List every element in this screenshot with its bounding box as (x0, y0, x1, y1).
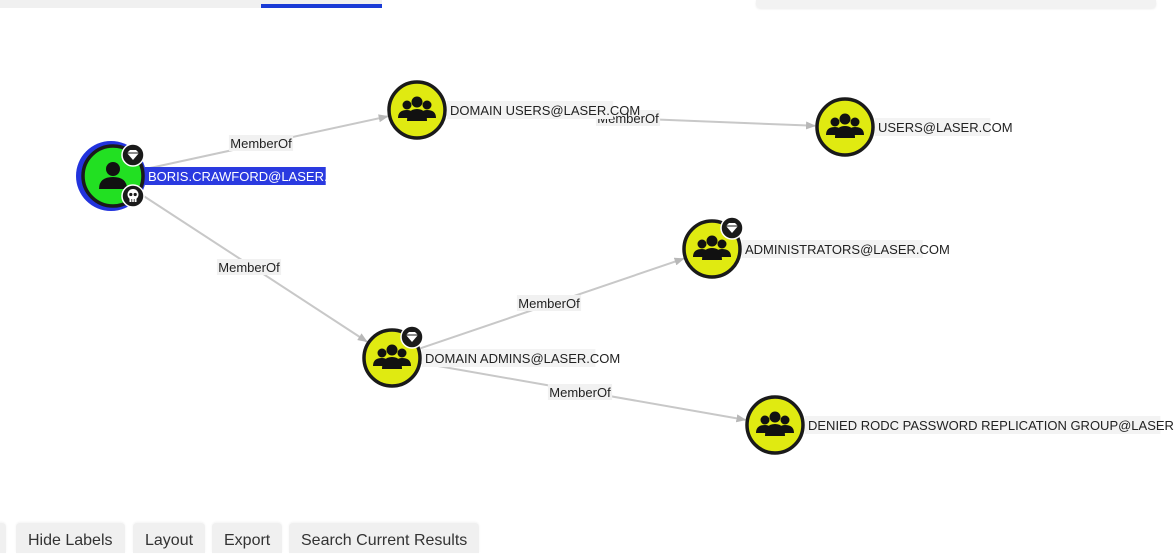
edge-label: MemberOf (549, 385, 611, 400)
edge-label-background (228, 135, 294, 151)
group-icon (826, 113, 864, 138)
top-right-panel (756, 0, 1156, 8)
edge-memberof[interactable]: MemberOf (421, 362, 747, 423)
group-icon (373, 344, 411, 369)
node-label: BORIS.CRAWFORD@LASER.COM (148, 169, 358, 184)
diamond-badge-icon (121, 143, 145, 167)
export-button[interactable]: Export (212, 523, 283, 553)
bottom-toolbar: Hide Labels Layout Export Search Current… (0, 523, 1175, 553)
node-label: DOMAIN USERS@LASER.COM (450, 103, 640, 118)
group-icon (693, 235, 731, 260)
edge-label-background (216, 259, 282, 275)
skull-badge-icon (121, 184, 145, 208)
graph-node-domain-admins[interactable]: DOMAIN ADMINS@LASER.COM (362, 325, 620, 388)
layout-button[interactable]: Layout (133, 523, 206, 553)
edge-label: MemberOf (230, 136, 292, 151)
node-label-background (145, 167, 326, 185)
group-icon (756, 411, 794, 436)
diamond-badge-icon (400, 325, 424, 349)
diamond-badge-icon (720, 216, 744, 240)
edge-memberof[interactable]: MemberOf (139, 192, 368, 343)
graph-node-boris[interactable]: BORIS.CRAWFORD@LASER.COM (76, 141, 358, 211)
node-label: ADMINISTRATORS@LASER.COM (745, 242, 950, 257)
node-label: DENIED RODC PASSWORD REPLICATION GROUP@L… (808, 418, 1175, 433)
group-icon (398, 96, 436, 121)
node-label: USERS@LASER.COM (878, 120, 1013, 135)
edge-memberof[interactable]: MemberOf (144, 114, 389, 171)
edge-label-background (547, 384, 613, 400)
node-label-background (447, 101, 614, 119)
node-label-background (805, 416, 1161, 434)
node-label-background (875, 118, 991, 136)
active-tab-indicator (261, 4, 382, 8)
node-label: DOMAIN ADMINS@LASER.COM (425, 351, 620, 366)
edge-label-background (516, 295, 582, 311)
edge-label: MemberOf (518, 296, 580, 311)
search-current-results-button[interactable]: Search Current Results (289, 523, 480, 553)
node-label-background (742, 240, 923, 258)
edge-memberof[interactable]: MemberOf (420, 257, 685, 350)
toolbar-partial-button[interactable] (0, 523, 6, 553)
edge-label: MemberOf (218, 260, 280, 275)
graph-node-users[interactable]: USERS@LASER.COM (815, 97, 1013, 157)
hide-labels-button[interactable]: Hide Labels (16, 523, 125, 553)
top-tab-bar (0, 0, 382, 8)
node-label-background (422, 349, 596, 367)
user-icon (99, 162, 127, 189)
graph-canvas[interactable]: MemberOfMemberOfMemberOfMemberOfMemberOf… (0, 0, 1175, 547)
graph-node-domain-users[interactable]: DOMAIN USERS@LASER.COM (387, 80, 640, 140)
graph-node-denied-rodc[interactable]: DENIED RODC PASSWORD REPLICATION GROUP@L… (745, 395, 1175, 455)
graph-node-administrators[interactable]: ADMINISTRATORS@LASER.COM (682, 216, 950, 279)
